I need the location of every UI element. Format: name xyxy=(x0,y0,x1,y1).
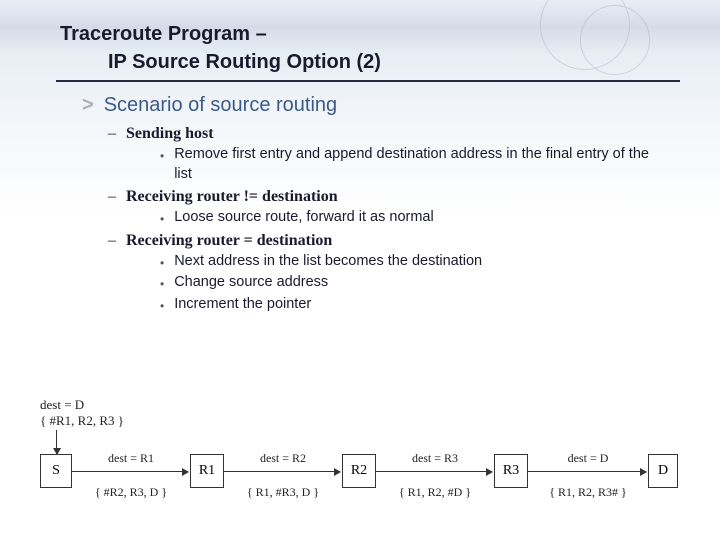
edge-list: { R1, R2, #D } xyxy=(387,486,483,500)
diagram-node: D xyxy=(648,454,678,488)
title-line2: IP Source Routing Option (2) xyxy=(60,48,720,76)
edge-dest: dest = R3 xyxy=(387,452,483,466)
heading-text: Scenario of source routing xyxy=(104,94,337,117)
bullet-item: • Increment the pointer xyxy=(82,295,660,315)
bullet-item: • Loose source route, forward it as norma… xyxy=(82,208,660,228)
edge-label: dest = R1 { #R2, R3, D } xyxy=(83,452,179,500)
bullet-text: Loose source route, forward it as normal xyxy=(174,208,434,228)
edge-list: { R1, R2, R3# } xyxy=(540,486,636,500)
sub-item: –Sending host xyxy=(82,125,660,143)
routing-diagram: S R1 R2 R3 Ddest = R1 { #R2, R3, D } dest = R2… xyxy=(0,444,720,500)
sub-label: Sending host xyxy=(126,125,214,143)
bullet-text: Remove first entry and append destinatio… xyxy=(174,145,660,184)
bullet-item: • Remove first entry and append destinati… xyxy=(82,145,660,184)
edge-label: dest = D { R1, R2, R3# } xyxy=(540,452,636,500)
edge-label: dest = R2 { R1, #R3, D } xyxy=(235,452,331,500)
slide-title: Traceroute Program – IP Source Routing O… xyxy=(0,0,720,76)
bullet-item: • Change source address xyxy=(82,273,660,293)
bullet-text: Increment the pointer xyxy=(174,295,311,315)
diagram-node: S xyxy=(40,454,72,488)
bullet-dot-icon: • xyxy=(160,148,164,184)
title-line1: Traceroute Program – xyxy=(60,20,720,48)
sub-item: –Receiving router != destination xyxy=(82,188,660,206)
diagram-node: R1 xyxy=(190,454,224,488)
bullet-dot-icon: • xyxy=(160,276,164,293)
diagram-node: R3 xyxy=(494,454,528,488)
chevron-icon: > xyxy=(82,94,94,117)
start-list: { #R1, R2, R3 } xyxy=(40,413,124,429)
dash-icon: – xyxy=(108,188,116,206)
bullet-text: Next address in the list becomes the des… xyxy=(174,252,482,272)
bullet-dot-icon: • xyxy=(160,255,164,272)
content-area: > Scenario of source routing –Sending ho… xyxy=(0,82,720,314)
sub-label: Receiving router = destination xyxy=(126,232,332,250)
diagram-node: R2 xyxy=(342,454,376,488)
diagram-start-label: dest = D { #R1, R2, R3 } xyxy=(40,397,124,428)
bullet-dot-icon: • xyxy=(160,298,164,315)
dash-icon: – xyxy=(108,125,116,143)
bullet-text: Change source address xyxy=(174,273,328,293)
edge-list: { R1, #R3, D } xyxy=(235,486,331,500)
edge-dest: dest = R1 xyxy=(83,452,179,466)
bullet-dot-icon: • xyxy=(160,211,164,228)
edge-label: dest = R3 { R1, R2, #D } xyxy=(387,452,483,500)
bullet-item: • Next address in the list becomes the de… xyxy=(82,252,660,272)
start-dest: dest = D xyxy=(40,397,124,413)
edge-dest: dest = D xyxy=(540,452,636,466)
edge-list: { #R2, R3, D } xyxy=(83,486,179,500)
sub-label: Receiving router != destination xyxy=(126,188,338,206)
edge-dest: dest = R2 xyxy=(235,452,331,466)
dash-icon: – xyxy=(108,232,116,250)
sub-item: –Receiving router = destination xyxy=(82,232,660,250)
section-heading: > Scenario of source routing xyxy=(82,94,660,117)
